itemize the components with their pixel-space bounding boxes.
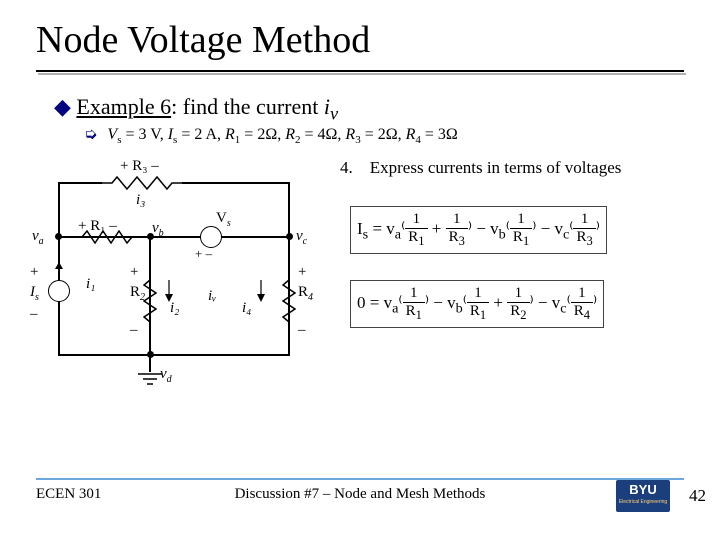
- step-text: Express currents in terms of voltages: [370, 158, 622, 177]
- resistor-r2: [143, 274, 157, 324]
- equation-2: 0 = va⁽1R1⁾ − vb⁽1R1 + 1R2⁾ − vc⁽1R4⁾: [350, 280, 604, 328]
- i2-arrow-icon: [164, 280, 174, 302]
- r4-label: R4: [298, 284, 313, 303]
- page-title: Node Voltage Method: [0, 0, 720, 68]
- r4-plus: +: [298, 264, 306, 281]
- page-number: 42: [689, 486, 706, 506]
- example-text: : find the current: [171, 94, 324, 119]
- r2-plus: +: [130, 264, 138, 281]
- vb-label: vb: [152, 220, 164, 239]
- resistor-r4: [282, 274, 296, 324]
- i4-arrow-icon: [256, 280, 266, 302]
- footer-rule: [36, 478, 684, 480]
- ground-icon: [134, 372, 166, 388]
- va-label: va: [32, 228, 44, 247]
- vc-label: vc: [296, 228, 307, 247]
- example-label: Example 6: [76, 94, 171, 119]
- byu-logo: BYU Electrical Engineering: [616, 480, 670, 512]
- resistor-r3: [102, 176, 182, 190]
- equation-1: Is = va⁽1R1 + 1R3⁾ − vb⁽1R1⁾ − vc⁽1R3⁾: [350, 206, 607, 254]
- vs-label: Vs: [216, 210, 231, 229]
- r2-minus: –: [130, 322, 138, 339]
- i3-label: i₃: [136, 192, 145, 209]
- step-instruction: 4. Express currents in terms of voltages: [340, 158, 621, 178]
- resistor-r1: [74, 230, 138, 244]
- iv-label: iᵥ: [208, 288, 216, 305]
- footer-topic: Discussion #7 – Node and Mesh Methods: [0, 486, 720, 503]
- is-label: Is: [30, 284, 39, 303]
- is-minus: –: [30, 306, 38, 323]
- is-arrow-icon: [54, 262, 64, 280]
- is-plus: +: [30, 264, 38, 281]
- circuit-diagram: + R₃ – i₃ va vb vc + R₁ – Vs + – vd + Is…: [30, 180, 330, 440]
- r2-label: R2: [130, 284, 145, 303]
- title-rule-shadow: [38, 73, 686, 75]
- given-values: ➭ Vs = 3 V, Is = 2 A, R1 = 2Ω, R2 = 4Ω, …: [84, 124, 458, 146]
- example-bullet: ◆ Example 6: find the current iv: [54, 94, 338, 124]
- diamond-icon: ◆: [54, 94, 71, 119]
- current-source: [48, 280, 70, 302]
- arrow-icon: ➭: [84, 126, 97, 143]
- i1-label: i₁: [86, 276, 95, 293]
- i4-label: i₄: [242, 300, 251, 317]
- step-number: 4.: [340, 158, 353, 177]
- example-var: iv: [324, 94, 338, 119]
- r4-minus: –: [298, 322, 306, 339]
- vs-polarity: + –: [195, 246, 212, 262]
- r3-label: + R₃ –: [120, 158, 159, 175]
- voltage-source: [200, 226, 222, 248]
- title-rule: [36, 70, 684, 72]
- i2-label: i₂: [170, 300, 179, 317]
